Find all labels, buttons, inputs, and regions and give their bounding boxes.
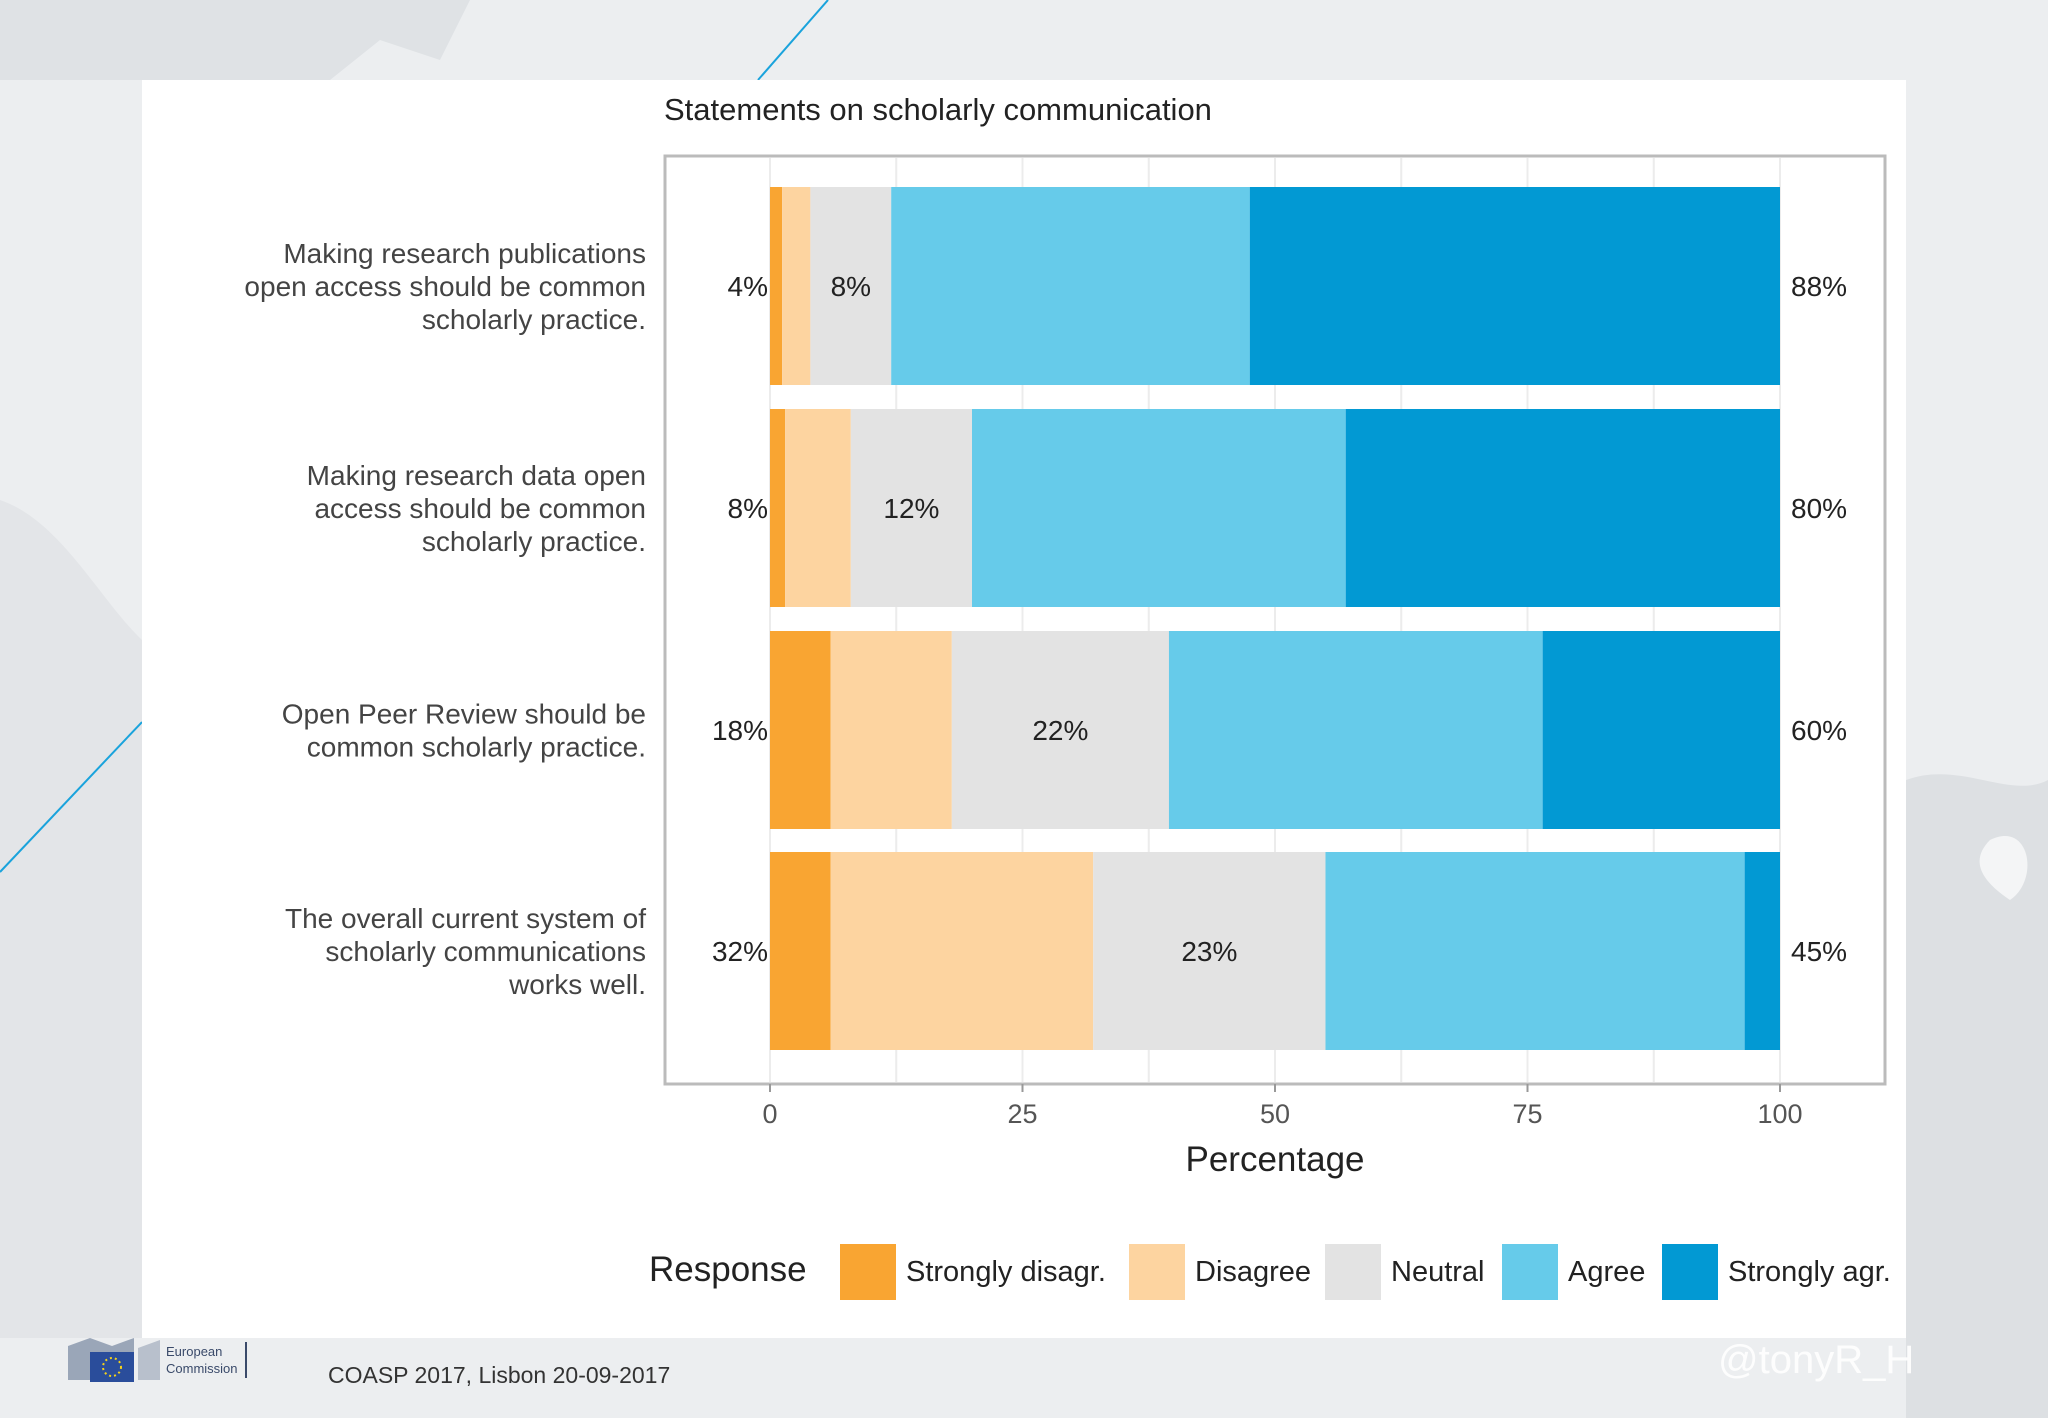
x-tick-label: 50 [1260, 1099, 1290, 1129]
bar-segment [1325, 852, 1745, 1050]
x-tick-label: 100 [1757, 1099, 1802, 1129]
data-label-neutral: 8% [831, 271, 871, 302]
bar-segment [830, 852, 1094, 1050]
legend-item-label: Strongly disagr. [906, 1256, 1106, 1288]
bar-segment [1168, 631, 1543, 829]
data-label-neutral: 12% [883, 493, 939, 524]
chart-title: Statements on scholarly communication [664, 92, 1212, 127]
category-label: scholarly practice. [422, 304, 646, 335]
legend-swatch [1325, 1244, 1381, 1300]
category-label: Open Peer Review should be [282, 699, 646, 730]
bar-segment [1542, 631, 1780, 829]
category-label: common scholarly practice. [307, 732, 646, 763]
bar-segment [1093, 852, 1326, 1050]
legend-item-label: Disagree [1195, 1256, 1311, 1288]
category-label: scholarly practice. [422, 526, 646, 557]
data-label-disagree-total: 4% [728, 271, 768, 302]
bar-segment [770, 631, 831, 829]
legend-title: Response [649, 1250, 807, 1289]
logo-text-line-2: Commission [166, 1361, 238, 1376]
category-label: Making research publications [283, 238, 646, 269]
x-tick-label: 75 [1512, 1099, 1542, 1129]
bar-segment [1249, 187, 1780, 385]
data-label-agree-total: 80% [1791, 493, 1847, 524]
legend-item-label: Neutral [1391, 1256, 1485, 1288]
data-label-agree-total: 60% [1791, 715, 1847, 746]
legend-swatch [1502, 1244, 1558, 1300]
data-label-disagree-total: 32% [712, 936, 768, 967]
bar-segment [770, 409, 786, 607]
chart-panel: Statements on scholarly communication Ma… [142, 80, 1906, 1338]
european-commission-logo: European Commission [68, 1338, 247, 1382]
legend-swatch [1129, 1244, 1185, 1300]
category-label: The overall current system of [285, 903, 646, 934]
stacked-bar-chart: Statements on scholarly communication Ma… [244, 92, 1891, 1300]
category-label: access should be common [314, 493, 646, 524]
bar-segment [951, 631, 1169, 829]
x-tick-label: 25 [1007, 1099, 1037, 1129]
legend-swatch [840, 1244, 896, 1300]
category-label: open access should be common [244, 271, 646, 302]
bar-segment [850, 409, 972, 607]
x-axis-label: Percentage [1185, 1140, 1364, 1179]
legend-item-label: Agree [1568, 1256, 1645, 1288]
bar-segment [972, 409, 1346, 607]
bar-segment [891, 187, 1250, 385]
legend-item-label: Strongly agr. [1728, 1256, 1891, 1288]
decorative-line [757, 0, 829, 81]
bar-segment [770, 187, 783, 385]
footer-event-text: COASP 2017, Lisbon 20-09-2017 [328, 1362, 671, 1388]
watermark-handle: @tonyR_H [1718, 1338, 1915, 1382]
bar-segment [810, 187, 892, 385]
category-label: Making research data open [307, 460, 646, 491]
data-label-disagree-total: 8% [728, 493, 768, 524]
bar-segment [830, 631, 952, 829]
bar-segment [1345, 409, 1780, 607]
data-label-disagree-total: 18% [712, 715, 768, 746]
data-label-agree-total: 45% [1791, 936, 1847, 967]
bar-segment [770, 852, 831, 1050]
bar-segment [785, 409, 851, 607]
data-label-neutral: 22% [1032, 715, 1088, 746]
data-label-agree-total: 88% [1791, 271, 1847, 302]
bar-segment [1744, 852, 1780, 1050]
category-label: works well. [508, 969, 646, 1000]
bar-segment [782, 187, 811, 385]
decorative-line [0, 721, 143, 873]
x-tick-label: 0 [762, 1099, 777, 1129]
category-label: scholarly communications [325, 936, 646, 967]
logo-text-line-1: European [166, 1344, 222, 1359]
legend-swatch [1662, 1244, 1718, 1300]
data-label-neutral: 23% [1181, 936, 1237, 967]
